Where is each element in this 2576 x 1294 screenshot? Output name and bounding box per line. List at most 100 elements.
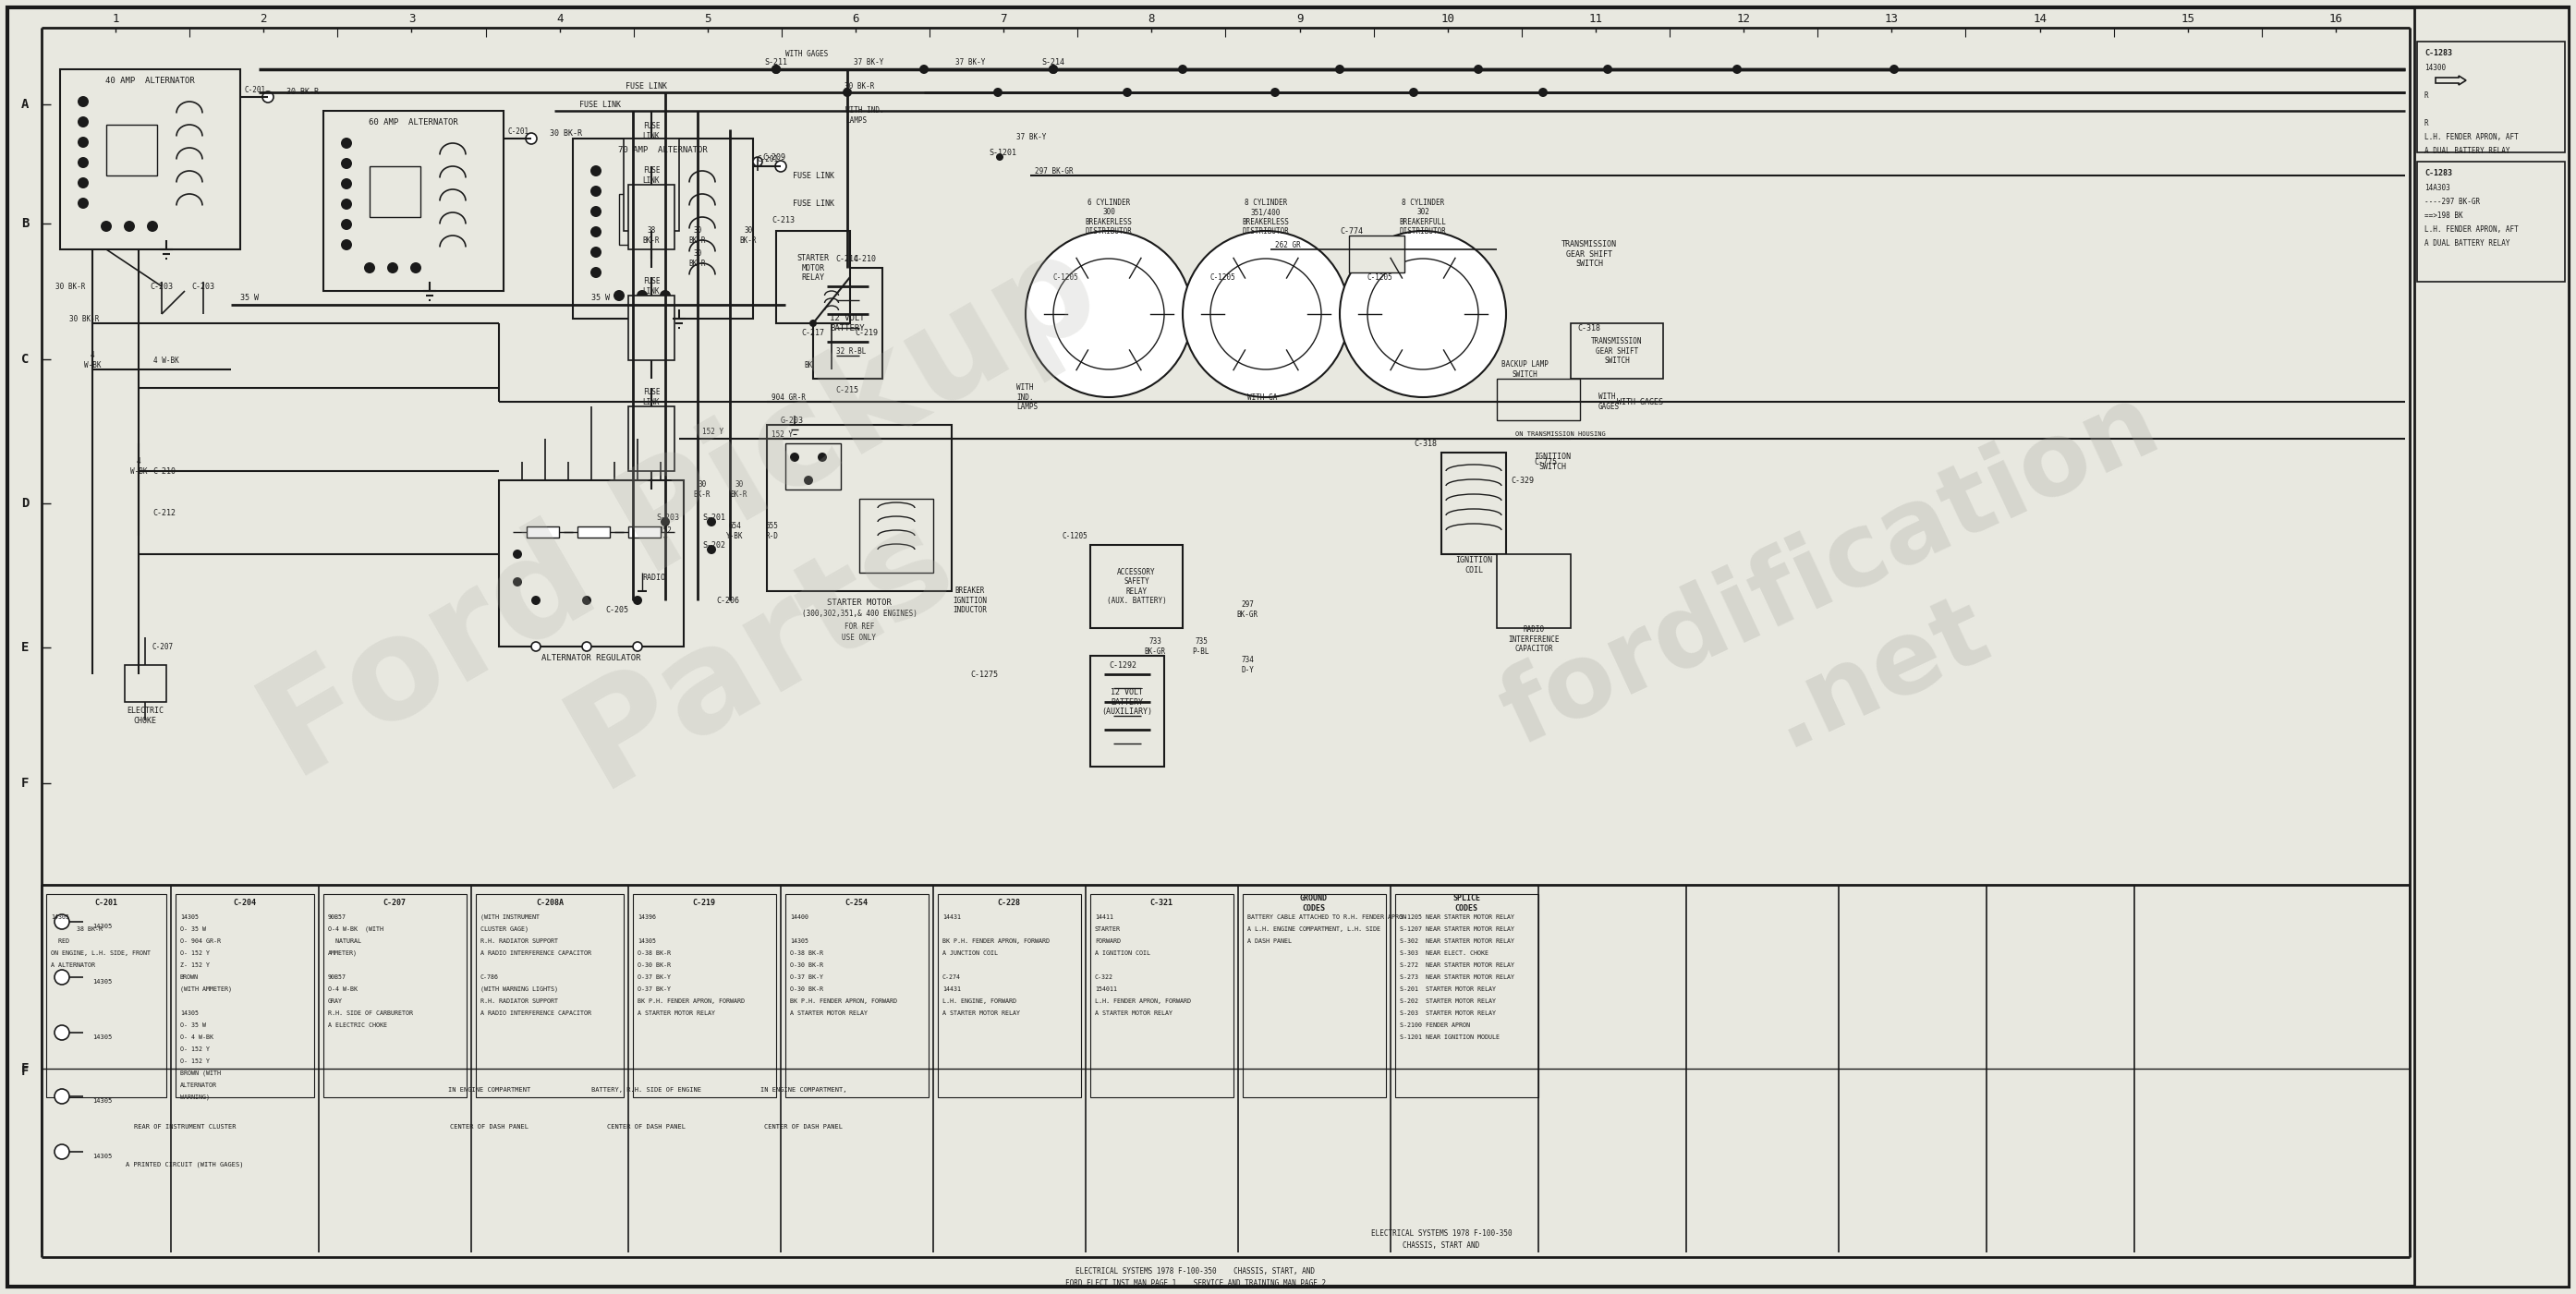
Text: C-1283: C-1283 [2424,168,2452,177]
Circle shape [582,642,592,651]
Text: C-774: C-774 [1340,226,1363,236]
Text: 37 BK-Y: 37 BK-Y [853,58,884,66]
Circle shape [340,179,353,189]
Text: RADIO: RADIO [641,573,665,581]
Circle shape [920,65,927,74]
Text: A STARTER MOTOR RELAY: A STARTER MOTOR RELAY [791,1011,868,1016]
Text: C-1205: C-1205 [1368,273,1394,281]
Text: 14A303: 14A303 [2424,184,2450,192]
Text: L.H. ENGINE, FORWARD: L.H. ENGINE, FORWARD [943,999,1018,1004]
Text: O- 35 W: O- 35 W [180,927,206,932]
Text: R.H. RADIATOR SUPPORT: R.H. RADIATOR SUPPORT [482,999,559,1004]
Text: 4
W-BK: 4 W-BK [129,458,147,475]
Text: TRANSMISSION
GEAR SHIFT
SWITCH: TRANSMISSION GEAR SHIFT SWITCH [1561,241,1618,268]
Text: C-228: C-228 [997,899,1020,907]
FancyArrow shape [2434,76,2465,85]
Text: FUSE LINK: FUSE LINK [580,100,621,109]
Circle shape [752,157,762,166]
Text: C-206: C-206 [716,597,739,604]
Circle shape [1025,230,1193,397]
Text: O-38 BK-R: O-38 BK-R [791,950,824,956]
Text: 152
Y: 152 Y [659,527,672,545]
Text: ON TRANSMISSION HOUSING: ON TRANSMISSION HOUSING [1515,431,1605,437]
Circle shape [1177,65,1188,74]
Text: S-272  NEAR STARTER MOTOR RELAY: S-272 NEAR STARTER MOTOR RELAY [1399,963,1515,968]
Bar [629,295,675,360]
Text: A JUNCTION COIL: A JUNCTION COIL [943,950,997,956]
Text: CENTER OF DASH PANEL: CENTER OF DASH PANEL [451,1124,528,1130]
Text: 14431: 14431 [943,986,961,992]
Circle shape [77,116,88,128]
Text: S-1201: S-1201 [989,149,1018,157]
Text: A STARTER MOTOR RELAY: A STARTER MOTOR RELAY [636,1011,716,1016]
Text: 60 AMP  ALTERNATOR: 60 AMP ALTERNATOR [368,118,459,126]
Text: ALTERNATOR REGULATOR: ALTERNATOR REGULATOR [541,653,641,661]
Text: C-219: C-219 [693,899,716,907]
Circle shape [54,1025,70,1040]
Bar [106,124,157,176]
Text: WITH
IND.
LAMPS: WITH IND. LAMPS [1018,383,1038,411]
Text: 9: 9 [1296,13,1303,25]
Text: B: B [21,217,28,230]
Text: BK P.H. FENDER APRON, FORWARD: BK P.H. FENDER APRON, FORWARD [943,938,1048,943]
Text: R: R [2424,119,2429,127]
Text: A RADIO INTERFERENCE CAPACITOR: A RADIO INTERFERENCE CAPACITOR [482,1011,592,1016]
Circle shape [1340,230,1507,397]
Text: L.H. FENDER APRON, AFT: L.H. FENDER APRON, AFT [2424,225,2519,233]
Text: 1: 1 [113,13,118,25]
Text: S-303  NEAR ELECT. CHOKE: S-303 NEAR ELECT. CHOKE [1399,950,1489,956]
Circle shape [513,550,523,559]
Text: ==>198 BK: ==>198 BK [2424,211,2463,220]
Text: FUSE
LINK: FUSE LINK [644,122,659,140]
Circle shape [386,263,399,273]
Text: C-318: C-318 [1414,439,1437,448]
Text: GROUND
CODES: GROUND CODES [1301,894,1327,912]
Text: A IGNITION COIL: A IGNITION COIL [1095,950,1151,956]
Circle shape [590,185,603,197]
Circle shape [1538,88,1548,97]
Text: C-207: C-207 [384,899,407,907]
Text: C-1275: C-1275 [971,670,997,678]
Text: CHASSIS, START AND: CHASSIS, START AND [1404,1241,1479,1249]
Bar [938,894,1082,1097]
Text: S-201  STARTER MOTOR RELAY: S-201 STARTER MOTOR RELAY [1399,986,1497,992]
Circle shape [54,915,70,929]
Circle shape [1334,65,1345,74]
Text: G-203: G-203 [781,417,804,424]
Circle shape [77,96,88,107]
Text: STARTER: STARTER [1095,927,1121,932]
Circle shape [590,206,603,217]
Text: C-1205: C-1205 [1054,273,1079,281]
Text: IN ENGINE COMPARTMENT,: IN ENGINE COMPARTMENT, [760,1087,848,1092]
Circle shape [340,219,353,230]
Circle shape [54,1144,70,1159]
Text: 14305: 14305 [180,1011,198,1016]
Text: F: F [21,1062,28,1075]
Text: 4: 4 [556,13,564,25]
Text: 14305: 14305 [636,938,657,943]
Text: NATURAL: NATURAL [327,938,361,943]
Text: BK P.H. FENDER APRON, FORWARD: BK P.H. FENDER APRON, FORWARD [791,999,896,1004]
Text: FORWARD: FORWARD [1095,938,1121,943]
Circle shape [613,290,623,302]
Bar [1396,894,1538,1097]
Circle shape [1602,65,1613,74]
Text: 30
BK-R: 30 BK-R [688,226,706,245]
Text: FUSE
LINK: FUSE LINK [644,388,659,406]
Text: BREAKER
IGNITION
INDUCTOR: BREAKER IGNITION INDUCTOR [953,586,987,615]
Text: 14305: 14305 [180,915,198,920]
Text: S-202  STARTER MOTOR RELAY: S-202 STARTER MOTOR RELAY [1399,999,1497,1004]
Text: O- 152 Y: O- 152 Y [180,1047,209,1052]
Text: R.H. SIDE OF CARBURETOR: R.H. SIDE OF CARBURETOR [327,1011,412,1016]
Text: S-201: S-201 [703,514,726,521]
Bar [2416,162,2566,282]
Text: 733
BK-GR: 733 BK-GR [1144,638,1164,656]
Text: A STARTER MOTOR RELAY: A STARTER MOTOR RELAY [943,1011,1020,1016]
Text: 735
P-BL: 735 P-BL [1193,638,1211,656]
Text: 904 GR-R: 904 GR-R [770,393,806,401]
Bar [526,527,559,537]
Text: WITH GA: WITH GA [1247,393,1278,401]
Text: S-211: S-211 [765,58,788,66]
Text: 14411: 14411 [1095,915,1113,920]
Text: O-4 W-BK  (WITH: O-4 W-BK (WITH [327,927,384,932]
